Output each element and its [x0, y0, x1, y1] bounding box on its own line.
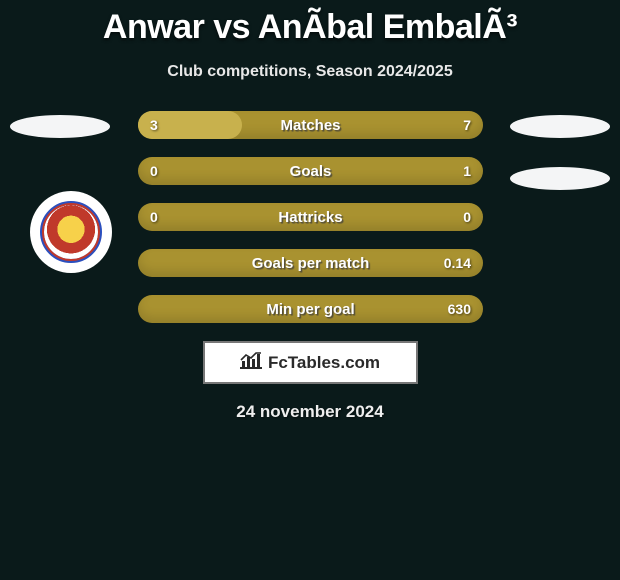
stat-right-value: 630 — [448, 295, 471, 323]
stat-label: Goals per match — [138, 249, 483, 277]
subtitle: Club competitions, Season 2024/2025 — [0, 63, 620, 81]
comparison-stage: 3 Matches 7 0 Goals 1 0 Hattricks 0 Goal… — [0, 111, 620, 422]
player-left-oval — [10, 115, 110, 138]
stat-label: Goals — [138, 157, 483, 185]
stat-bar-min-per-goal: Min per goal 630 — [138, 295, 483, 323]
player-right-oval-1 — [510, 115, 610, 138]
stat-label: Min per goal — [138, 295, 483, 323]
stat-label: Matches — [138, 111, 483, 139]
stat-right-value: 0.14 — [444, 249, 471, 277]
stat-bar-goals-per-match: Goals per match 0.14 — [138, 249, 483, 277]
stat-right-value: 7 — [463, 111, 471, 139]
stat-bar-matches: 3 Matches 7 — [138, 111, 483, 139]
stat-right-value: 1 — [463, 157, 471, 185]
brand-text: FcTables.com — [268, 353, 380, 373]
page-title: Anwar vs AnÃ­bal EmbalÃ³ — [0, 0, 620, 47]
stat-label: Hattricks — [138, 203, 483, 231]
club-crest-ring — [42, 203, 100, 261]
stat-bar-hattricks: 0 Hattricks 0 — [138, 203, 483, 231]
brand-box[interactable]: FcTables.com — [203, 341, 418, 384]
stat-bar-goals: 0 Goals 1 — [138, 157, 483, 185]
stat-right-value: 0 — [463, 203, 471, 231]
chart-icon — [240, 351, 262, 374]
player-right-oval-2 — [510, 167, 610, 190]
club-crest-graphic — [40, 201, 102, 263]
club-crest — [30, 191, 112, 273]
stat-bars: 3 Matches 7 0 Goals 1 0 Hattricks 0 Goal… — [138, 111, 483, 323]
snapshot-date: 24 november 2024 — [0, 402, 620, 422]
